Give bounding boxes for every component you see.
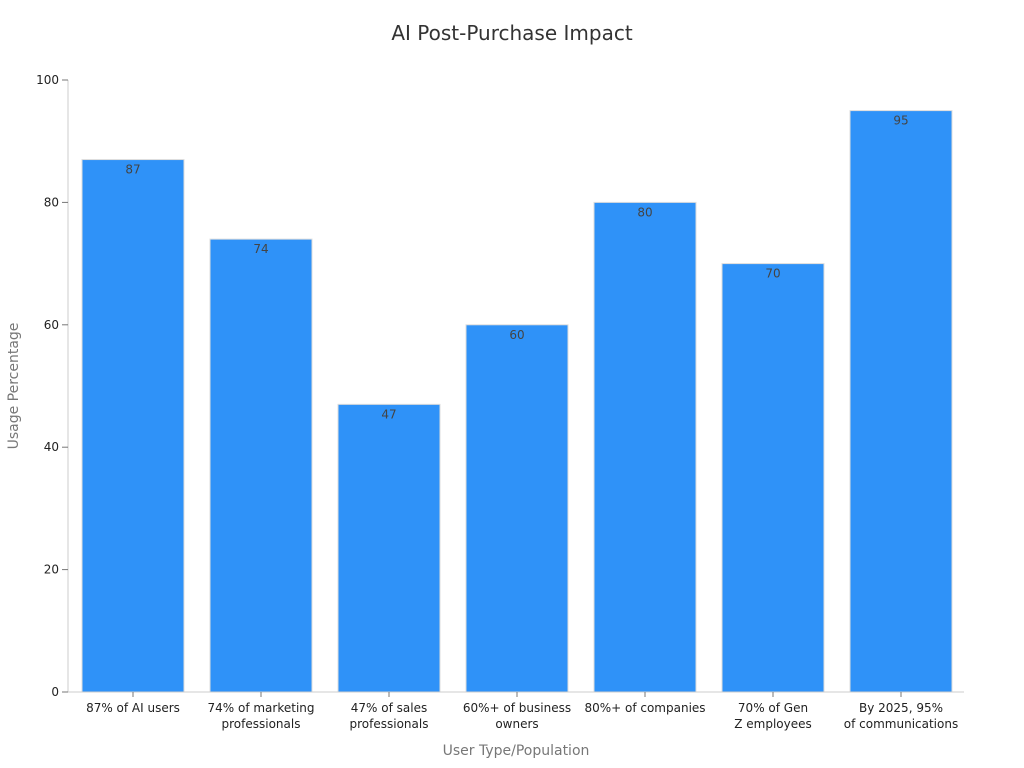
bar-value-label: 95 xyxy=(893,114,908,128)
bar-value-label: 47 xyxy=(381,407,396,421)
x-tick-label: 74% of marketing professionals xyxy=(207,701,314,731)
chart-title: AI Post-Purchase Impact xyxy=(391,21,633,45)
y-tick-label: 20 xyxy=(44,563,59,577)
bar xyxy=(721,263,825,693)
x-axis: 87% of AI users 74% of marketing professio… xyxy=(68,691,964,731)
bars-group: 87 74 47 60 80 70 95 xyxy=(81,110,953,693)
x-tick-label: 60%+ of business owners xyxy=(463,701,571,731)
x-tick-label: 87% of AI users xyxy=(86,701,180,715)
y-axis-title: Usage Percentage xyxy=(6,323,22,450)
x-tick-label-line: 47% of sales xyxy=(351,701,427,715)
y-axis: 0 20 40 60 80 100 xyxy=(36,73,69,699)
bar xyxy=(337,403,441,693)
y-tick-label: 60 xyxy=(44,318,59,332)
x-tick-label-line: owners xyxy=(495,717,538,731)
x-tick-label-line: 80%+ of companies xyxy=(584,701,705,715)
x-tick-label: 80%+ of companies xyxy=(584,701,705,715)
bar-value-label: 60 xyxy=(509,328,524,342)
bar-value-label: 74 xyxy=(253,242,268,256)
y-tick-label: 40 xyxy=(44,440,59,454)
bar xyxy=(81,159,185,693)
bar xyxy=(209,238,313,693)
x-tick-label: 47% of sales professionals xyxy=(350,701,429,731)
x-tick-label-line: professionals xyxy=(222,717,301,731)
bar xyxy=(593,201,697,693)
x-tick-label-line: 70% of Gen xyxy=(738,701,808,715)
x-axis-title: User Type/Population xyxy=(443,743,590,759)
y-tick-label: 80 xyxy=(44,195,59,209)
x-tick-label-line: 87% of AI users xyxy=(86,701,180,715)
x-tick-label: By 2025, 95% of communications xyxy=(844,701,958,731)
x-tick-label-line: 60%+ of business xyxy=(463,701,571,715)
bar xyxy=(849,110,953,693)
x-tick-label-line: Z employees xyxy=(734,717,812,731)
bar-value-label: 70 xyxy=(765,267,780,281)
x-tick-label-line: By 2025, 95% xyxy=(859,701,943,715)
x-tick-label-line: 74% of marketing xyxy=(207,701,314,715)
bar-value-label: 87 xyxy=(125,163,140,177)
x-tick-label: 70% of Gen Z employees xyxy=(734,701,812,731)
y-tick-label: 0 xyxy=(51,685,59,699)
y-tick-label: 100 xyxy=(36,73,59,87)
x-tick-label-line: professionals xyxy=(350,717,429,731)
x-tick-label-line: of communications xyxy=(844,717,958,731)
bar xyxy=(465,324,569,693)
bar-value-label: 80 xyxy=(637,205,652,219)
